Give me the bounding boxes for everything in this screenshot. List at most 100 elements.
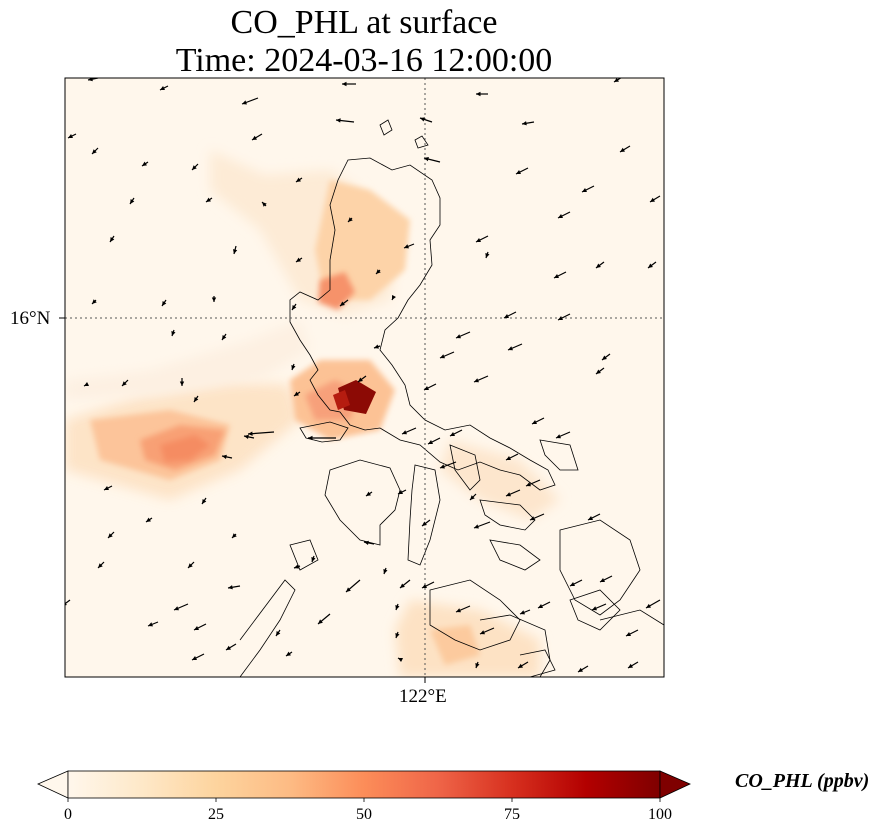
wind-arrow-head: [92, 299, 97, 304]
wind-arrow-head: [648, 263, 653, 268]
wind-arrow-head: [296, 257, 301, 262]
wind-arrow-head: [226, 645, 231, 650]
wind-arrow-head: [98, 563, 103, 568]
wind-arrow-head: [424, 156, 429, 162]
map-time-title: Time: 2024-03-16 12:00:00: [175, 42, 553, 79]
wind-arrow-head: [456, 334, 462, 339]
wind-arrow-head: [506, 456, 512, 460]
wind-arrow-head: [376, 269, 381, 274]
wind-arrow-head: [130, 199, 135, 204]
wind-arrow-head: [232, 249, 238, 254]
wind-arrow-head: [476, 238, 482, 242]
wind-arrow-head: [276, 631, 281, 636]
wind-arrow-head: [348, 217, 353, 222]
wind-arrow-head: [374, 344, 379, 349]
wind-arrow-head: [450, 432, 456, 436]
wind-arrow-head: [474, 524, 479, 529]
map-frame: [64, 77, 665, 678]
wind-arrow-head: [110, 237, 115, 242]
wind-arrow-head: [162, 301, 167, 306]
wind-arrow-head: [308, 435, 313, 441]
wind-arrow-head: [422, 521, 427, 526]
wind-arrow-head: [244, 434, 249, 440]
wind-arrow-head: [232, 533, 237, 538]
wind-arrow-head: [646, 603, 651, 608]
wind-arrow-head: [506, 492, 512, 497]
coastlines: [239, 119, 664, 677]
longitude-tick-label: 122°E: [399, 686, 447, 707]
colorbar-label: CO_PHL (ppbv): [735, 770, 870, 792]
colorbar-max-extend: [659, 770, 691, 799]
wind-arrow-head: [366, 491, 371, 496]
wind-arrow-head: [194, 626, 200, 630]
wind-arrow-head: [628, 663, 633, 668]
colorbar-tick-75: 75: [504, 806, 520, 823]
wind-arrow-head: [262, 202, 267, 207]
wind-arrow-head: [556, 434, 562, 439]
wind-arrow-head: [532, 420, 538, 424]
wind-arrow-head: [570, 582, 576, 586]
wind-arrow-head: [296, 177, 301, 182]
wind-arrow-head: [480, 630, 486, 635]
wind-arrow-head: [294, 391, 299, 396]
wind-arrow-head: [188, 563, 193, 568]
wind-arrow-head: [174, 606, 180, 611]
wind-arrow-head: [88, 78, 93, 82]
wind-arrow-head: [578, 667, 583, 672]
colorbar-tick-25: 25: [208, 806, 224, 823]
colorbar-tick-marks: [67, 798, 661, 802]
wind-arrow-head: [402, 430, 408, 435]
wind-arrow-head: [474, 378, 480, 383]
wind-arrow-head: [554, 274, 560, 278]
wind-arrow-head: [650, 197, 655, 202]
wind-arrow-head: [395, 633, 400, 638]
wind-arrow-head: [211, 297, 217, 302]
wind-arrow-head: [424, 386, 430, 390]
wind-arrow-head: [294, 564, 299, 569]
colorbar-tick-100: 100: [648, 806, 672, 823]
wind-arrow-head: [476, 91, 481, 97]
colorbar-min-extend: [37, 770, 69, 799]
wind-arrow-head: [395, 605, 400, 610]
wind-arrow-head: [364, 540, 369, 546]
latitude-tick-label: 16°N: [10, 308, 51, 329]
wind-arrow-head: [420, 117, 425, 122]
map-title: CO_PHL at surface: [230, 4, 498, 41]
wind-arrow-head: [398, 658, 404, 662]
wind-arrow-head: [228, 585, 233, 590]
wind-arrow-head: [108, 533, 113, 538]
wind-arrow-head: [538, 604, 544, 608]
wind-arrow-head: [626, 632, 632, 636]
wind-arrow-head: [194, 397, 199, 402]
wind-arrow-head: [68, 134, 74, 138]
wind-arrow-head: [346, 587, 351, 592]
wind-arrow-head: [440, 354, 446, 359]
wind-arrow-head: [342, 81, 347, 87]
colorbar: [37, 770, 691, 802]
wind-arrow-head: [336, 118, 341, 123]
wind-arrow-head: [588, 516, 594, 520]
wind-arrow-head: [392, 294, 396, 300]
wind-arrow-head: [358, 377, 363, 382]
wind-arrow-head: [160, 86, 166, 90]
wind-arrow-head: [620, 147, 625, 152]
colorbar-tick-0: 0: [64, 806, 72, 823]
wind-arrow-head: [485, 253, 490, 258]
wind-arrow-head: [582, 188, 588, 192]
wind-arrow-head: [142, 161, 147, 166]
wind-arrow-head: [383, 569, 388, 574]
wind-arrow-head: [614, 78, 619, 82]
wind-vectors: [65, 78, 661, 673]
wind-arrow-head: [148, 622, 153, 627]
wind-arrow-head: [516, 170, 522, 174]
wind-arrow-head: [248, 431, 253, 436]
wind-arrow-head: [286, 651, 291, 656]
wind-arrow-head: [558, 214, 564, 218]
wind-arrow-head: [456, 608, 462, 613]
wind-arrow-head: [122, 381, 127, 386]
wind-arrow-head: [518, 663, 523, 668]
wind-arrow-head: [291, 365, 296, 370]
wind-arrow-head: [596, 263, 601, 268]
wind-arrow-head: [206, 197, 211, 202]
wind-arrow-head: [398, 490, 404, 494]
